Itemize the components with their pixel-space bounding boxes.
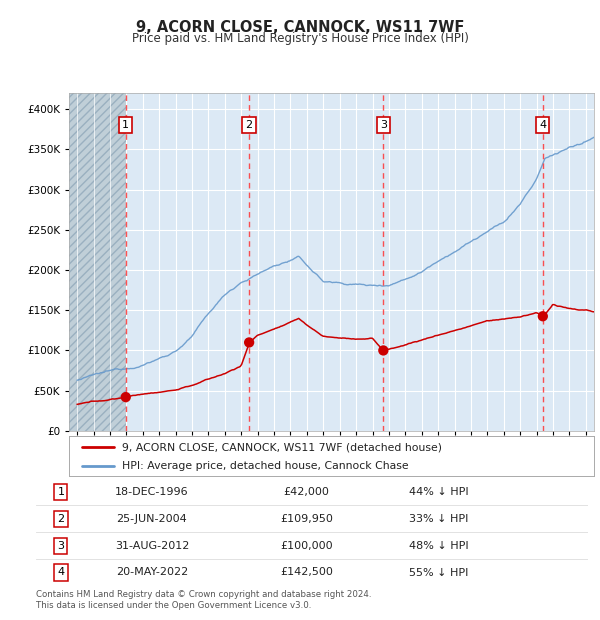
Bar (69, 93, 126, 431)
Point (244, 337, 254, 347)
Text: 9, ACORN CLOSE, CANNOCK, WS11 7WF (detached house): 9, ACORN CLOSE, CANNOCK, WS11 7WF (detac… (121, 442, 442, 452)
Text: 2: 2 (245, 120, 253, 130)
Point (379, 345, 388, 355)
Text: £100,000: £100,000 (280, 541, 333, 551)
Text: 2: 2 (57, 514, 64, 524)
Text: 33% ↓ HPI: 33% ↓ HPI (409, 514, 469, 524)
Text: 4: 4 (539, 120, 547, 130)
Text: 25-JUN-2004: 25-JUN-2004 (116, 514, 187, 524)
Text: 20-MAY-2022: 20-MAY-2022 (116, 567, 188, 577)
Text: 18-DEC-1996: 18-DEC-1996 (115, 487, 189, 497)
Text: Price paid vs. HM Land Registry's House Price Index (HPI): Price paid vs. HM Land Registry's House … (131, 32, 469, 45)
Text: 1: 1 (58, 487, 64, 497)
Text: HPI: Average price, detached house, Cannock Chase: HPI: Average price, detached house, Cann… (121, 461, 408, 471)
Text: 3: 3 (58, 541, 64, 551)
Text: Contains HM Land Registry data © Crown copyright and database right 2024.
This d: Contains HM Land Registry data © Crown c… (36, 590, 371, 609)
Text: £42,000: £42,000 (284, 487, 329, 497)
Text: 3: 3 (380, 120, 387, 130)
Text: 1: 1 (122, 120, 129, 130)
Text: £109,950: £109,950 (280, 514, 333, 524)
Point (538, 311, 548, 321)
Point (121, 392, 131, 402)
Text: £142,500: £142,500 (280, 567, 333, 577)
Text: 9, ACORN CLOSE, CANNOCK, WS11 7WF: 9, ACORN CLOSE, CANNOCK, WS11 7WF (136, 20, 464, 35)
Text: 31-AUG-2012: 31-AUG-2012 (115, 541, 189, 551)
Text: 44% ↓ HPI: 44% ↓ HPI (409, 487, 469, 497)
Text: 55% ↓ HPI: 55% ↓ HPI (409, 567, 469, 577)
Text: 4: 4 (57, 567, 64, 577)
Text: 48% ↓ HPI: 48% ↓ HPI (409, 541, 469, 551)
